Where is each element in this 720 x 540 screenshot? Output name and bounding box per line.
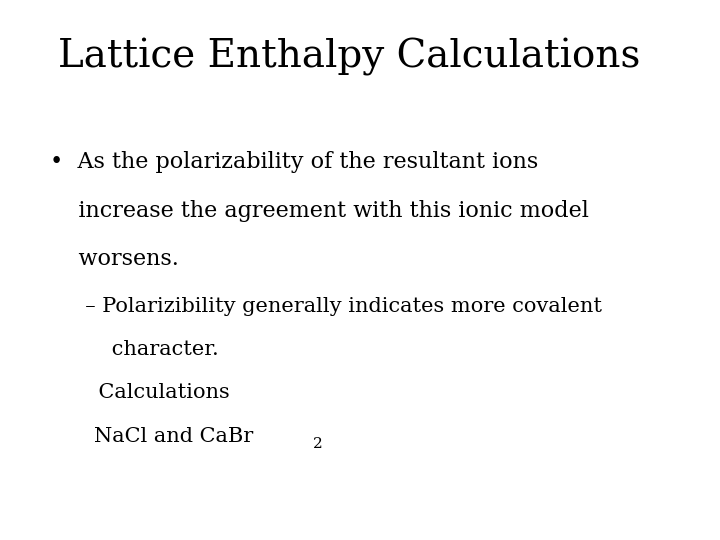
Text: •  As the polarizability of the resultant ions: • As the polarizability of the resultant… xyxy=(50,151,539,173)
Text: Lattice Enthalpy Calculations: Lattice Enthalpy Calculations xyxy=(58,38,640,76)
Text: increase the agreement with this ionic model: increase the agreement with this ionic m… xyxy=(50,200,589,222)
Text: NaCl and CaBr: NaCl and CaBr xyxy=(94,427,253,446)
Text: worsens.: worsens. xyxy=(50,248,179,271)
Text: – Polarizibility generally indicates more covalent: – Polarizibility generally indicates mor… xyxy=(72,297,602,316)
Text: 2: 2 xyxy=(313,437,323,451)
Text: Calculations: Calculations xyxy=(72,383,230,402)
Text: character.: character. xyxy=(72,340,219,359)
